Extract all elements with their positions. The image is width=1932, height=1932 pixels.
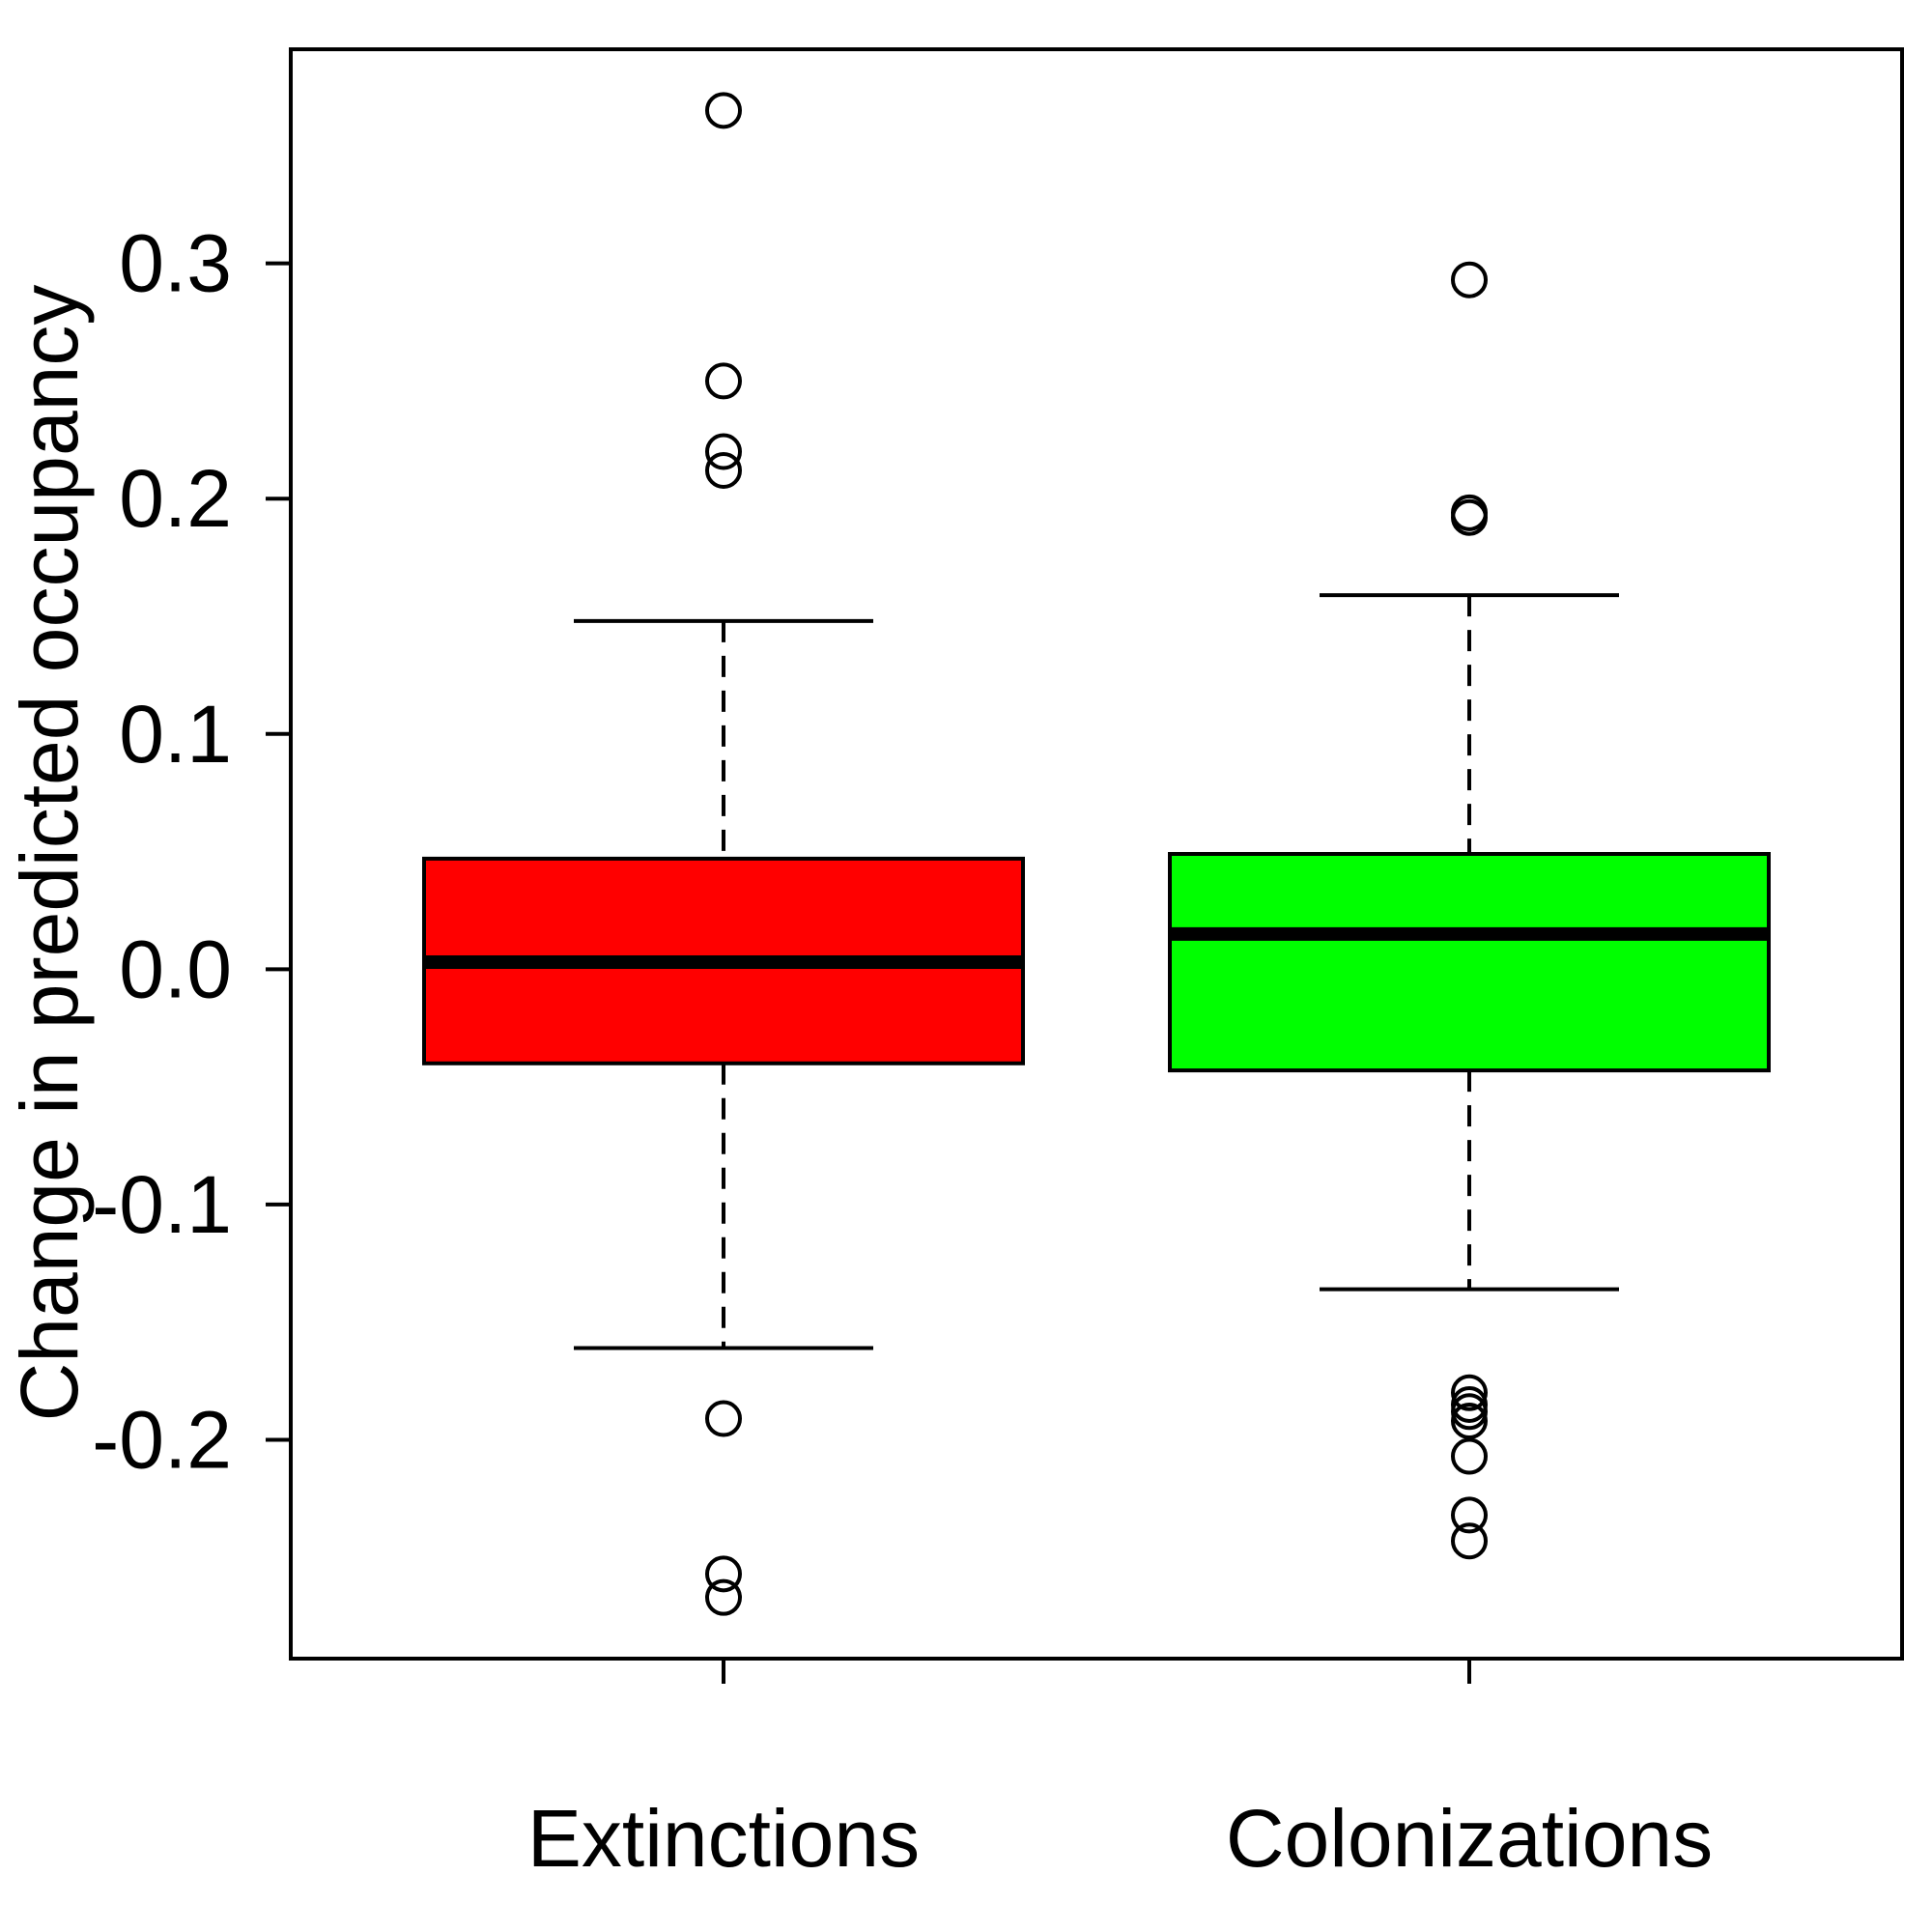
y-tick-label: -0.1 [92,1159,232,1250]
x-tick-label: Colonizations [1226,1793,1713,1884]
y-tick-label: 0.0 [119,923,232,1014]
outlier-point [705,451,742,489]
outlier-point [1451,1522,1488,1560]
x-tick-label: Extinctions [527,1793,920,1884]
box-extinctions [422,92,1025,1616]
outlier-point [1451,1393,1488,1431]
y-tick-label: 0.2 [119,453,232,544]
outlier-point [1451,498,1488,536]
y-tick-label: 0.1 [119,689,232,780]
outlier-point [705,433,742,470]
y-tick-label: -0.2 [92,1394,232,1485]
outlier-point [1451,1402,1488,1439]
outlier-point [705,1400,742,1437]
outlier-point [705,1555,742,1593]
plot-frame [289,47,1904,1661]
y-tick-label: 0.3 [119,218,232,309]
outlier-point [1451,1374,1488,1411]
outlier-point [705,362,742,400]
outlier-point [1451,1496,1488,1534]
outlier-point [1451,1437,1488,1475]
box-iqr [1168,852,1771,1073]
outlier-point [705,92,742,129]
x-axis: Extinctions Colonizations [527,1659,1713,1884]
y-axis: -0.2 -0.1 0.0 0.1 0.2 0.3 [92,218,291,1485]
outlier-point [1451,261,1488,298]
y-axis-label: Change in predicted occupancy [4,285,95,1422]
outlier-point [705,1578,742,1616]
box-colonizations [1168,261,1771,1560]
box-series [422,92,1771,1616]
